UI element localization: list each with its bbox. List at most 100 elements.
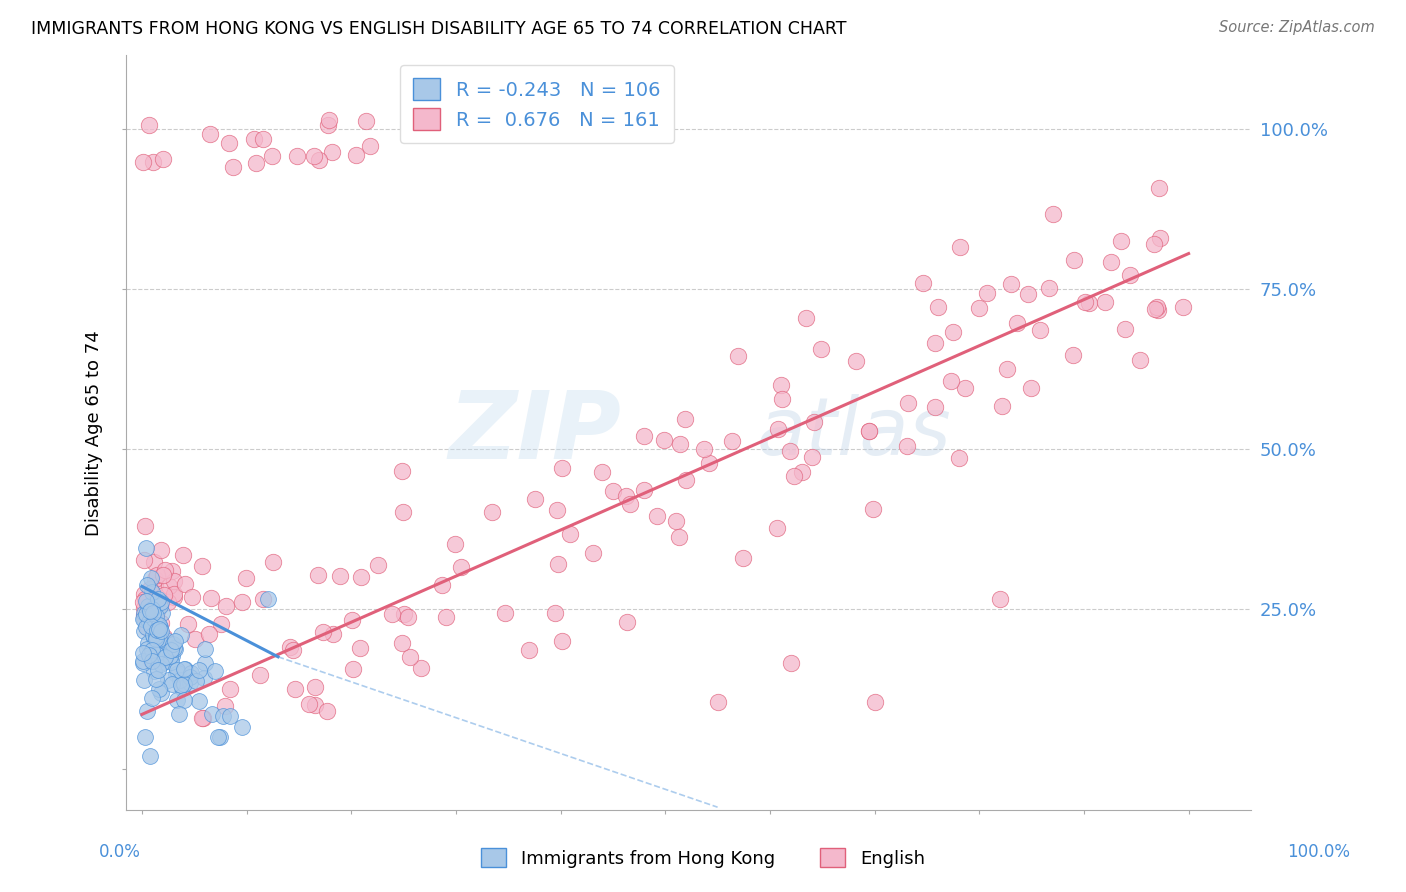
Point [1019, 381, 1042, 395]
Point [307, 568, 329, 582]
Point [194, 657, 217, 671]
Point [159, 648, 181, 663]
Point [134, 730, 156, 744]
Point [132, 624, 155, 638]
Point [350, 570, 373, 584]
Point [1171, 301, 1194, 315]
Point [167, 666, 190, 681]
Point [141, 619, 163, 633]
Point [165, 642, 187, 657]
Point [1147, 303, 1170, 318]
Point [173, 662, 195, 676]
Point [912, 277, 935, 291]
Point [304, 680, 326, 694]
Point [145, 578, 167, 592]
Point [180, 665, 202, 680]
Point [430, 578, 453, 592]
Point [1149, 231, 1171, 245]
Point [160, 648, 183, 663]
Point [252, 132, 274, 146]
Point [165, 667, 187, 681]
Point [304, 698, 326, 713]
Point [148, 622, 170, 636]
Point [148, 623, 170, 637]
Point [312, 624, 335, 639]
Text: 0.0%: 0.0% [98, 843, 141, 861]
Point [200, 127, 222, 141]
Point [139, 589, 162, 603]
Point [231, 720, 253, 734]
Point [262, 555, 284, 569]
Point [135, 577, 157, 591]
Point [321, 145, 343, 160]
Point [173, 677, 195, 691]
Point [134, 518, 156, 533]
Point [142, 555, 165, 569]
Point [135, 607, 157, 621]
Point [160, 564, 183, 578]
Point [897, 395, 920, 409]
Point [163, 574, 186, 588]
Point [1129, 352, 1152, 367]
Point [316, 118, 339, 132]
Point [167, 707, 190, 722]
Point [551, 461, 574, 475]
Point [200, 591, 222, 605]
Point [591, 465, 613, 479]
Point [169, 673, 191, 687]
Point [139, 749, 162, 764]
Point [162, 637, 184, 651]
Point [896, 439, 918, 453]
Point [769, 377, 792, 392]
Point [145, 629, 167, 643]
Point [245, 156, 267, 170]
Point [141, 585, 163, 599]
Point [675, 473, 697, 487]
Point [179, 675, 201, 690]
Point [170, 628, 193, 642]
Point [135, 541, 157, 555]
Point [219, 681, 242, 696]
Point [155, 632, 177, 647]
Point [155, 649, 177, 664]
Point [146, 568, 169, 582]
Point [354, 114, 377, 128]
Point [392, 607, 415, 622]
Point [602, 483, 624, 498]
Point [721, 434, 744, 448]
Point [193, 710, 215, 724]
Point [135, 616, 157, 631]
Point [1017, 287, 1039, 301]
Point [149, 596, 172, 610]
Point [209, 730, 232, 744]
Point [179, 670, 201, 684]
Point [141, 595, 163, 609]
Point [138, 615, 160, 629]
Point [132, 654, 155, 668]
Point [193, 671, 215, 685]
Point [143, 664, 166, 678]
Point [141, 602, 163, 616]
Point [142, 632, 165, 646]
Text: Source: ZipAtlas.com: Source: ZipAtlas.com [1219, 20, 1375, 35]
Point [188, 694, 211, 708]
Point [391, 464, 413, 478]
Point [523, 491, 546, 506]
Point [166, 663, 188, 677]
Point [152, 588, 174, 602]
Point [132, 553, 155, 567]
Point [1000, 277, 1022, 292]
Point [163, 641, 186, 656]
Point [148, 628, 170, 642]
Point [731, 550, 754, 565]
Point [342, 662, 364, 676]
Point [177, 616, 200, 631]
Point [134, 587, 156, 601]
Point [976, 285, 998, 300]
Point [136, 621, 159, 635]
Point [1146, 300, 1168, 314]
Point [262, 149, 284, 163]
Point [322, 627, 344, 641]
Point [209, 617, 232, 632]
Point [399, 649, 422, 664]
